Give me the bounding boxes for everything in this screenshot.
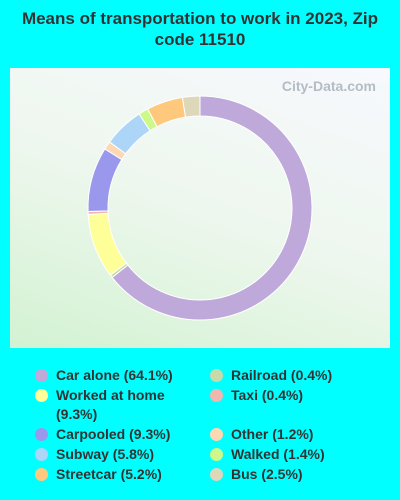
legend-swatch — [210, 468, 223, 481]
legend-entry: Bus (2.5%) — [207, 465, 367, 484]
legend-entry: Car alone (64.1%) — [32, 366, 207, 385]
legend-swatch — [210, 448, 223, 461]
legend-swatch — [35, 369, 48, 382]
legend-label: Walked (1.4%) — [231, 446, 325, 462]
legend-entry: Railroad (0.4%) — [207, 366, 367, 385]
legend-label: Taxi (0.4%) — [231, 387, 304, 403]
donut-slice — [181, 95, 201, 118]
chart-title: Means of transportation to work in 2023,… — [21, 9, 379, 49]
legend-swatch — [210, 428, 223, 441]
legend: Car alone (64.1%) Worked at home (9.3%) Ca… — [32, 366, 367, 484]
donut-slice — [87, 148, 123, 213]
legend-entry: Streetcar (5.2%) — [32, 465, 207, 484]
legend-swatch — [35, 428, 48, 441]
legend-entry: Walked (1.4%) — [207, 445, 367, 464]
legend-label: Other (1.2%) — [231, 426, 314, 442]
legend-swatch — [35, 448, 48, 461]
watermark: City-Data.com — [281, 78, 376, 94]
legend-label: Bus (2.5%) — [231, 466, 303, 482]
donut-slice — [87, 212, 128, 276]
legend-swatch — [210, 389, 223, 402]
legend-entry: Taxi (0.4%) — [207, 386, 367, 424]
donut — [87, 95, 313, 321]
legend-entry: Carpooled (9.3%) — [32, 425, 207, 444]
legend-swatch — [210, 369, 223, 382]
legend-label: Carpooled (9.3%) — [56, 426, 171, 442]
legend-label: Car alone (64.1%) — [56, 367, 173, 383]
legend-entry: Subway (5.8%) — [32, 445, 207, 464]
legend-entry: Worked at home (9.3%) — [32, 386, 207, 424]
legend-entry: Other (1.2%) — [207, 425, 367, 444]
legend-swatch — [35, 468, 48, 481]
plot-area: City-Data.com — [10, 68, 390, 348]
legend-swatch — [35, 389, 48, 402]
legend-label: Worked at home (9.3%) — [56, 387, 165, 422]
legend-label: Subway (5.8%) — [56, 446, 155, 462]
legend-label: Streetcar (5.2%) — [56, 466, 162, 482]
donut-slice — [111, 95, 313, 321]
legend-label: Railroad (0.4%) — [231, 367, 333, 383]
